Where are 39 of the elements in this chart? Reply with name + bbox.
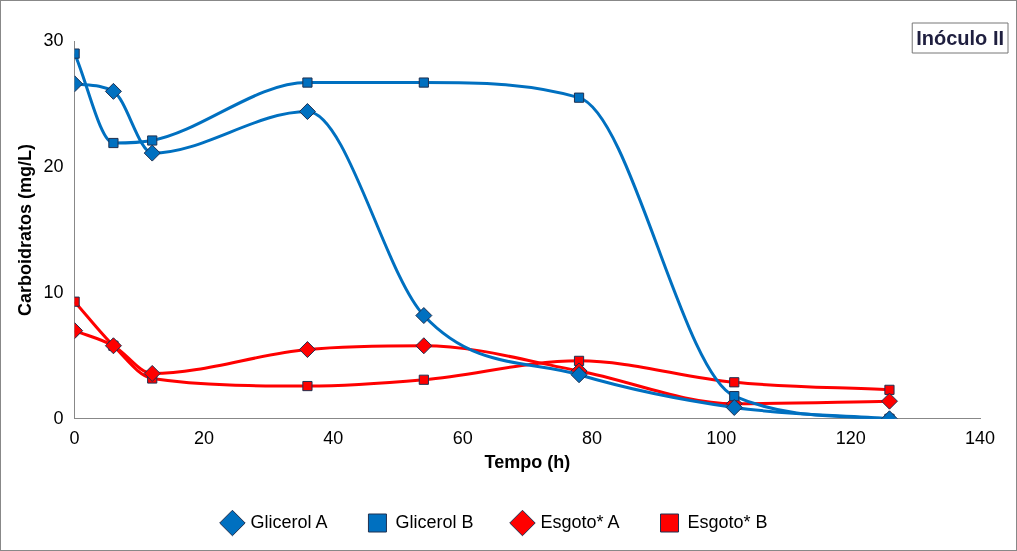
legend-label: Esgoto* A xyxy=(540,511,620,532)
x-tick-label: 20 xyxy=(193,427,214,448)
y-axis-title: Carboidratos (mg/L) xyxy=(14,143,35,316)
point xyxy=(302,380,313,392)
x-axis-title: Tempo (h) xyxy=(484,452,571,473)
x-tick-label: 0 xyxy=(69,427,80,448)
point xyxy=(884,384,895,395)
point xyxy=(104,337,122,355)
legend-label: Esgoto* B xyxy=(687,511,768,532)
x-tick-label: 100 xyxy=(706,427,737,448)
point xyxy=(143,364,161,382)
point xyxy=(415,307,433,325)
point xyxy=(418,77,429,88)
y-tick-label: 30 xyxy=(43,29,64,50)
x-tick-label: 40 xyxy=(323,427,344,448)
point xyxy=(729,377,740,388)
point xyxy=(104,82,122,100)
point xyxy=(298,103,316,121)
point xyxy=(415,337,433,355)
y-tick-label: 20 xyxy=(43,155,64,176)
y-tick-label: 0 xyxy=(53,407,64,428)
point xyxy=(573,92,585,103)
annotation: Inóculo II xyxy=(916,26,1004,49)
point xyxy=(302,77,313,88)
point xyxy=(880,392,898,410)
x-tick-label: 60 xyxy=(452,427,473,448)
x-tick-label: 120 xyxy=(835,427,866,448)
point xyxy=(143,144,161,162)
legend-label: Glicerol B xyxy=(395,511,474,532)
y-tick-label: 10 xyxy=(43,281,64,302)
legend-label: Glicerol A xyxy=(250,511,328,532)
point xyxy=(298,341,316,359)
point xyxy=(147,135,158,146)
point xyxy=(570,366,588,384)
point xyxy=(729,391,740,402)
point xyxy=(418,374,429,385)
x-tick-label: 80 xyxy=(581,427,602,448)
x-tick-label: 140 xyxy=(964,427,996,448)
point xyxy=(108,137,119,149)
